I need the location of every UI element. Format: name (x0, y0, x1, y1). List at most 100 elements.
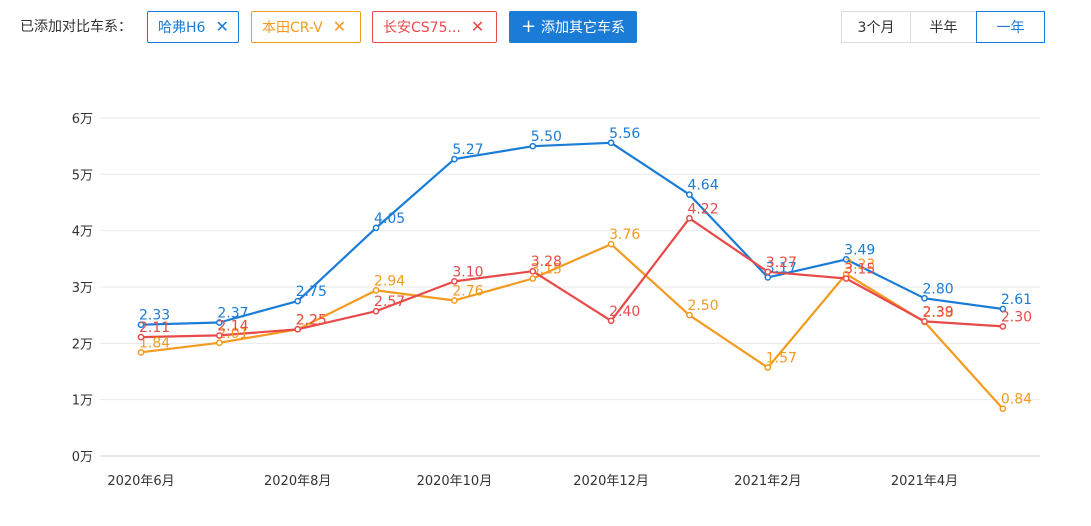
data-point (764, 268, 772, 276)
data-label: 3.23 (844, 257, 875, 273)
data-point (999, 405, 1007, 413)
data-label: 3.49 (844, 242, 875, 258)
data-label: 2.94 (374, 273, 405, 289)
data-label: 5.56 (609, 126, 640, 142)
data-point (216, 332, 223, 339)
y-tick-label: 3万 (72, 281, 93, 296)
chip-label: 本田CR-V (262, 20, 323, 36)
data-label: 2.33 (139, 308, 170, 324)
data-point (216, 319, 223, 326)
data-point (294, 325, 302, 333)
add-series-label: 添加其它车系 (541, 20, 626, 36)
data-label: 3.15 (844, 262, 875, 278)
data-point (451, 155, 458, 163)
data-point (999, 323, 1007, 330)
time-range-selector: 3个月 半年 一年 (841, 11, 1045, 43)
x-tick-label: 2021年2月 (734, 474, 801, 489)
x-tick-label: 2020年8月 (264, 474, 331, 489)
data-point (921, 318, 928, 325)
x-tick-label: 2020年6月 (107, 474, 174, 489)
data-label: 2.30 (1001, 309, 1032, 325)
chip-label: 哈弗H6 (158, 20, 206, 36)
data-label: 2.37 (217, 305, 248, 321)
data-label: 4.64 (687, 178, 718, 194)
data-label: 5.27 (452, 142, 483, 158)
data-label: 3.10 (452, 264, 483, 280)
x-tick-label: 2020年10月 (417, 474, 493, 489)
data-label: 2.11 (139, 320, 170, 336)
data-point (999, 305, 1007, 313)
chip-honda-crv[interactable]: 本田CR-V ✕ (251, 11, 361, 43)
close-icon[interactable]: ✕ (332, 17, 347, 36)
data-point (294, 297, 302, 305)
y-tick-label: 2万 (72, 337, 93, 352)
chip-changan-cs75[interactable]: 长安CS75... ✕ (372, 11, 497, 43)
data-point (372, 287, 380, 294)
data-point (137, 321, 145, 329)
data-point (607, 240, 615, 248)
data-label: 2.14 (217, 318, 248, 334)
y-tick-label: 5万 (72, 168, 93, 183)
data-label: 1.84 (139, 335, 170, 351)
data-point (451, 297, 458, 304)
data-label: 3.76 (609, 227, 640, 243)
range-3-months[interactable]: 3个月 (841, 11, 911, 43)
x-tick-label: 2021年4月 (891, 474, 958, 489)
data-point (137, 333, 145, 341)
range-half-year[interactable]: 半年 (910, 11, 977, 43)
compare-toolbar: 已添加对比车系： 哈弗H6 ✕ 本田CR-V ✕ 长安CS75... ✕ + 添… (0, 0, 1091, 56)
compare-label: 已添加对比车系： (20, 19, 132, 35)
data-label: 2.61 (1001, 292, 1032, 308)
data-label: 2.01 (217, 326, 248, 342)
data-point (764, 364, 772, 371)
data-point (529, 142, 537, 150)
x-tick-label: 2020年12月 (573, 474, 649, 489)
data-label: 2.39 (923, 304, 954, 320)
data-point (842, 275, 850, 282)
data-label: 2.40 (609, 304, 640, 320)
y-tick-label: 4万 (72, 225, 93, 240)
series-line (140, 217, 1003, 339)
data-point (372, 307, 380, 315)
close-icon[interactable]: ✕ (470, 17, 485, 36)
data-point (529, 275, 537, 282)
close-icon[interactable]: ✕ (215, 17, 229, 36)
y-tick-label: 0万 (72, 450, 93, 465)
data-label: 5.50 (531, 129, 562, 145)
data-point (686, 191, 693, 198)
range-one-year[interactable]: 一年 (976, 11, 1045, 43)
data-label: 0.84 (1001, 392, 1032, 408)
data-label: 3.15 (531, 262, 562, 278)
data-point (216, 339, 223, 347)
data-label: 1.57 (766, 351, 797, 367)
series-line (140, 243, 1004, 410)
data-point (921, 294, 928, 302)
series-line (140, 141, 1003, 326)
data-point (842, 256, 850, 263)
chip-label: 长安CS75... (383, 20, 461, 36)
chip-haval-h6[interactable]: 哈弗H6 ✕ (147, 11, 239, 43)
data-label: 2.38 (923, 305, 954, 321)
data-point (607, 139, 615, 147)
add-series-button[interactable]: + 添加其它车系 (509, 11, 637, 43)
data-label: 3.17 (766, 260, 797, 276)
data-label: 2.80 (923, 281, 954, 297)
data-label: 2.50 (687, 298, 718, 314)
data-point (607, 317, 615, 325)
data-point (686, 311, 693, 319)
data-point (686, 214, 693, 222)
y-tick-label: 6万 (72, 112, 93, 127)
data-label: 3.27 (766, 255, 797, 271)
data-label: 2.25 (296, 312, 327, 328)
data-label: 3.28 (531, 254, 562, 270)
data-point (529, 267, 537, 275)
data-point (451, 278, 458, 285)
data-label: 4.05 (374, 211, 405, 227)
data-label: 2.75 (296, 284, 327, 300)
data-label: 2.76 (452, 284, 483, 300)
data-point (137, 348, 145, 356)
y-tick-label: 1万 (72, 394, 93, 409)
data-label: 2.25 (296, 312, 327, 328)
data-point (372, 224, 380, 232)
